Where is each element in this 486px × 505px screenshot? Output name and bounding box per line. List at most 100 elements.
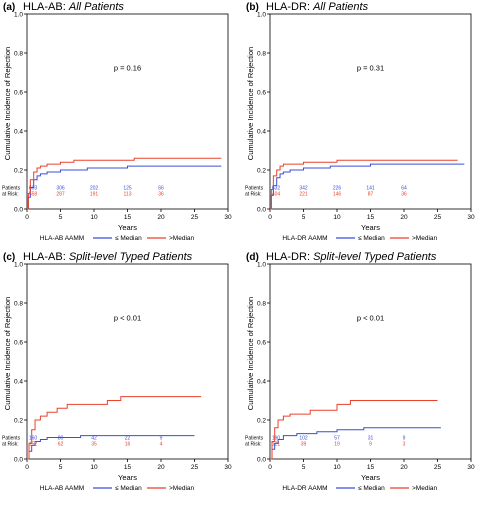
series-line-at-or-below-median — [27, 435, 195, 460]
risk-count-at-or-below-median: 603 — [29, 186, 38, 192]
x-axis-label: Years — [361, 223, 380, 232]
y-tick-label: 0.4 — [14, 128, 23, 135]
risk-count-above-median: 558 — [29, 192, 38, 198]
risk-label-line1: Patients — [245, 186, 264, 192]
chart-title-italic: Split-level Typed Patients — [313, 251, 437, 263]
p-value: p = 0.16 — [114, 64, 141, 73]
panel-label: (d) — [246, 252, 259, 263]
legend-title: HLA-AB AAMM — [40, 235, 84, 242]
legend-title: HLA-AB AAMM — [40, 485, 84, 492]
x-tick-label: 25 — [434, 464, 442, 471]
y-tick-label: 0.2 — [257, 167, 266, 174]
risk-count-above-median: 404 — [272, 192, 281, 198]
risk-count-above-median: 39 — [301, 442, 307, 448]
y-tick-label: 0.6 — [14, 339, 23, 346]
x-axis-label: Years — [118, 473, 137, 482]
y-tick-label: 0.4 — [257, 128, 266, 135]
chart-title-italic: All Patients — [68, 1, 125, 13]
chart-panel: (b) HLA-DR: All Patients 0 5 10 15 20 25 30 0.0 0.… — [245, 1, 475, 242]
panel-label: (b) — [246, 2, 259, 13]
risk-count-above-median: 3 — [403, 442, 406, 448]
y-tick-label: 1.0 — [257, 11, 266, 18]
x-tick-label: 10 — [90, 214, 98, 221]
risk-count-at-or-below-median: 9 — [403, 436, 406, 442]
risk-count-above-median: 19 — [334, 442, 340, 448]
risk-count-at-or-below-median: 190 — [272, 436, 281, 442]
x-tick-label: 30 — [467, 464, 475, 471]
y-tick-label: 0.6 — [14, 89, 23, 96]
x-tick-label: 20 — [157, 214, 165, 221]
risk-count-at-or-below-median: 160 — [29, 436, 38, 442]
risk-count-at-or-below-median: 125 — [123, 186, 132, 192]
y-tick-label: 0.8 — [257, 300, 266, 307]
risk-label-line2: at Risk: — [2, 442, 19, 448]
x-tick-label: 25 — [191, 214, 199, 221]
x-tick-label: 5 — [302, 214, 306, 221]
risk-count-at-or-below-median: 57 — [334, 436, 340, 442]
x-tick-label: 15 — [367, 214, 375, 221]
y-tick-label: 1.0 — [14, 11, 23, 18]
x-tick-label: 10 — [333, 214, 341, 221]
legend-entry-at-or-below-median: ≤ Median — [115, 485, 142, 492]
x-tick-label: 15 — [124, 464, 132, 471]
y-tick-label: 0.4 — [257, 378, 266, 385]
y-axis-label: Cumulative Incidence of Rejection — [246, 47, 255, 160]
risk-count-above-median: 87 — [368, 192, 374, 198]
risk-label-line1: Patients — [245, 436, 264, 442]
risk-count-above-median: 113 — [124, 192, 132, 198]
y-tick-label: 0.0 — [257, 456, 266, 463]
risk-count-above-median: 9 — [369, 442, 372, 448]
risk-label-line1: Patients — [2, 436, 21, 442]
panel-label: (a) — [3, 2, 15, 13]
legend-entry-above-median: >Median — [169, 485, 194, 492]
x-tick-label: 10 — [90, 464, 98, 471]
risk-count-at-or-below-median: 342 — [299, 186, 308, 192]
legend-entry-above-median: >Median — [169, 235, 194, 242]
y-tick-label: 0.6 — [257, 339, 266, 346]
y-tick-label: 0.6 — [257, 89, 266, 96]
risk-count-above-median: 121 — [272, 442, 281, 448]
x-tick-label: 5 — [59, 464, 63, 471]
p-value: p = 0.31 — [357, 64, 384, 73]
p-value: p < 0.01 — [357, 314, 384, 323]
risk-count-above-median: 221 — [299, 192, 308, 198]
risk-count-at-or-below-median: 64 — [401, 186, 407, 192]
risk-count-at-or-below-median: 306 — [56, 186, 65, 192]
x-tick-label: 0 — [268, 214, 272, 221]
risk-count-above-median: 16 — [125, 442, 131, 448]
y-tick-label: 0.0 — [14, 456, 23, 463]
chart-title-prefix: HLA-DR: — [266, 1, 313, 13]
risk-count-above-median: 146 — [333, 192, 342, 198]
x-tick-label: 10 — [333, 464, 341, 471]
chart-title: HLA-AB: All Patients — [23, 1, 124, 13]
legend-entry-at-or-below-median: ≤ Median — [358, 235, 385, 242]
legend-title: HLA-DR AAMM — [282, 235, 327, 242]
y-tick-label: 0.2 — [257, 417, 266, 424]
y-axis-label: Cumulative Incidence of Rejection — [3, 47, 12, 160]
chart-title-prefix: HLA-AB: — [23, 251, 69, 263]
x-tick-label: 15 — [367, 464, 375, 471]
risk-count-above-median: 36 — [401, 192, 407, 198]
x-axis-label: Years — [118, 223, 137, 232]
y-tick-label: 0.0 — [257, 206, 266, 213]
y-axis-label: Cumulative Incidence of Rejection — [3, 297, 12, 410]
x-tick-label: 30 — [467, 214, 475, 221]
legend-entry-above-median: >Median — [412, 485, 437, 492]
risk-count-at-or-below-median: 22 — [125, 436, 131, 442]
legend-entry-at-or-below-median: ≤ Median — [115, 235, 142, 242]
chart-panel: (d) HLA-DR: Split-level Typed Patients 0 5 1… — [245, 251, 475, 492]
panel-label: (c) — [3, 252, 15, 263]
risk-label-line1: Patients — [2, 186, 21, 192]
x-tick-label: 0 — [268, 464, 272, 471]
x-tick-label: 5 — [302, 464, 306, 471]
y-tick-label: 0.8 — [257, 50, 266, 57]
risk-count-above-median: 191 — [90, 192, 99, 198]
x-tick-label: 30 — [224, 464, 232, 471]
chart-title-italic: Split-level Typed Patients — [69, 251, 193, 263]
risk-count-at-or-below-median: 632 — [272, 186, 281, 192]
risk-count-at-or-below-median: 80 — [58, 436, 64, 442]
p-value: p < 0.01 — [114, 314, 141, 323]
legend-entry-above-median: >Median — [412, 235, 437, 242]
series-line-above-median — [270, 159, 458, 210]
